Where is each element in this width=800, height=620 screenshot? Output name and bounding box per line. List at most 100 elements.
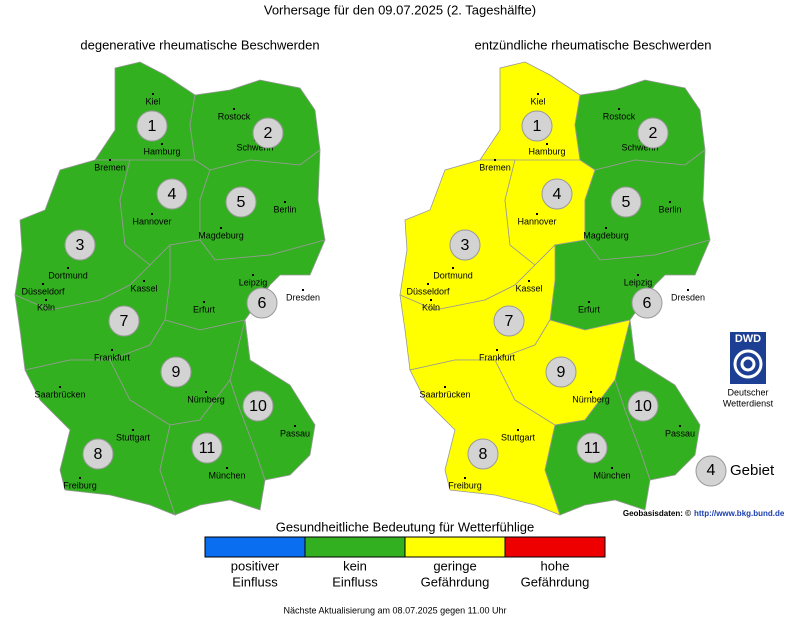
region-marker xyxy=(191,432,223,464)
city-label: Hannover xyxy=(517,216,556,226)
map-title: degenerative rheumatische Beschwerden xyxy=(80,37,319,52)
city-label: Hannover xyxy=(132,216,171,226)
region-number: 2 xyxy=(649,125,658,142)
city-dot xyxy=(161,143,163,145)
city-label: Passau xyxy=(665,428,695,438)
city-dot xyxy=(464,477,466,479)
region-number: 3 xyxy=(76,237,85,254)
logo-abbr: DWD xyxy=(735,333,761,345)
city-label: Hamburg xyxy=(143,146,180,156)
region-marker xyxy=(637,117,669,149)
dwd-logo: DWD Deutscher Wetterdienst xyxy=(723,332,774,408)
city-label: Bremen xyxy=(479,162,511,172)
city-dot xyxy=(444,386,446,388)
city-label: Leipzig xyxy=(239,277,268,287)
city-label: Dortmund xyxy=(48,270,88,280)
region-marker xyxy=(225,186,257,218)
region-marker xyxy=(136,110,168,142)
city-dot xyxy=(637,274,639,276)
region-marker xyxy=(156,178,188,210)
legend-label: positiver xyxy=(231,558,280,573)
city-dot xyxy=(430,299,432,301)
city-label: Erfurt xyxy=(578,304,601,314)
region-number: 4 xyxy=(553,186,562,203)
city-dot xyxy=(452,267,454,269)
region-number: 10 xyxy=(249,398,267,415)
logo-text: Deutscher xyxy=(727,387,768,397)
city-label: Freiburg xyxy=(63,480,97,490)
city-dot xyxy=(284,201,286,203)
legend-title: Gesundheitliche Bedeutung für Wetterfühl… xyxy=(276,519,534,534)
city-dot xyxy=(496,349,498,351)
region-number: 6 xyxy=(258,295,267,312)
city-label: Frankfurt xyxy=(479,352,516,362)
key-label: Gebiet xyxy=(730,462,775,479)
region-number: 11 xyxy=(199,440,216,457)
city-dot xyxy=(611,467,613,469)
region-number: 9 xyxy=(172,364,181,381)
city-dot xyxy=(67,267,69,269)
city-dot xyxy=(669,201,671,203)
city-label: Nürnberg xyxy=(572,394,610,404)
region-marker xyxy=(576,432,608,464)
city-label: Stuttgart xyxy=(116,432,151,442)
city-dot xyxy=(152,93,154,95)
city-dot xyxy=(588,301,590,303)
city-dot xyxy=(302,289,304,291)
city-dot xyxy=(536,213,538,215)
region-marker xyxy=(610,186,642,218)
city-dot xyxy=(590,391,592,393)
region-marker xyxy=(252,117,284,149)
key-circle xyxy=(695,455,727,487)
city-dot xyxy=(427,283,429,285)
city-dot xyxy=(151,213,153,215)
legend-label: Gefährdung xyxy=(521,574,590,589)
region-marker xyxy=(242,390,274,422)
region-number: 11 xyxy=(584,440,601,457)
city-label: Stuttgart xyxy=(501,432,536,442)
city-label: Berlin xyxy=(658,204,681,214)
city-label: Düsseldorf xyxy=(21,286,65,296)
city-label: Schwerin xyxy=(621,142,658,152)
city-dot xyxy=(252,274,254,276)
city-dot xyxy=(517,429,519,431)
city-label: Kiel xyxy=(145,96,160,106)
city-label: Rostock xyxy=(603,111,636,121)
germany-map: Kiel Rostock Hamburg Schwerin Bremen Hannover… xyxy=(14,61,326,516)
region-number: 8 xyxy=(479,446,488,463)
legend-swatch xyxy=(204,536,306,558)
city-label: Erfurt xyxy=(193,304,216,314)
city-dot xyxy=(687,289,689,291)
city-dot xyxy=(45,299,47,301)
region-number: 1 xyxy=(533,118,542,135)
region-marker xyxy=(82,438,114,470)
source-link[interactable]: http://www.bkg.bund.de xyxy=(694,509,785,518)
legend-label: kein xyxy=(343,558,367,573)
region-number: 4 xyxy=(168,186,177,203)
region-marker xyxy=(64,229,96,261)
city-label: München xyxy=(208,470,245,480)
city-dot xyxy=(618,108,620,110)
region-number: 8 xyxy=(94,446,103,463)
city-label: Magdeburg xyxy=(583,230,629,240)
city-dot xyxy=(205,391,207,393)
city-label: Köln xyxy=(422,302,440,312)
city-label: Dresden xyxy=(671,292,705,302)
city-dot xyxy=(679,425,681,427)
footer: Nächste Aktualisierung am 08.07.2025 geg… xyxy=(284,605,507,615)
region-number: 6 xyxy=(643,295,652,312)
city-dot xyxy=(233,108,235,110)
region-number: 3 xyxy=(461,237,470,254)
region-number: 7 xyxy=(505,313,514,330)
city-dot xyxy=(528,280,530,282)
city-label: Dortmund xyxy=(433,270,473,280)
region-number: 5 xyxy=(622,194,631,211)
region-marker xyxy=(545,356,577,388)
city-label: Saarbrücken xyxy=(34,389,85,399)
legend-swatch xyxy=(404,536,506,558)
city-dot xyxy=(59,386,61,388)
city-dot xyxy=(537,93,539,95)
region-marker xyxy=(108,305,140,337)
city-label: Nürnberg xyxy=(187,394,225,404)
city-dot xyxy=(605,227,607,229)
